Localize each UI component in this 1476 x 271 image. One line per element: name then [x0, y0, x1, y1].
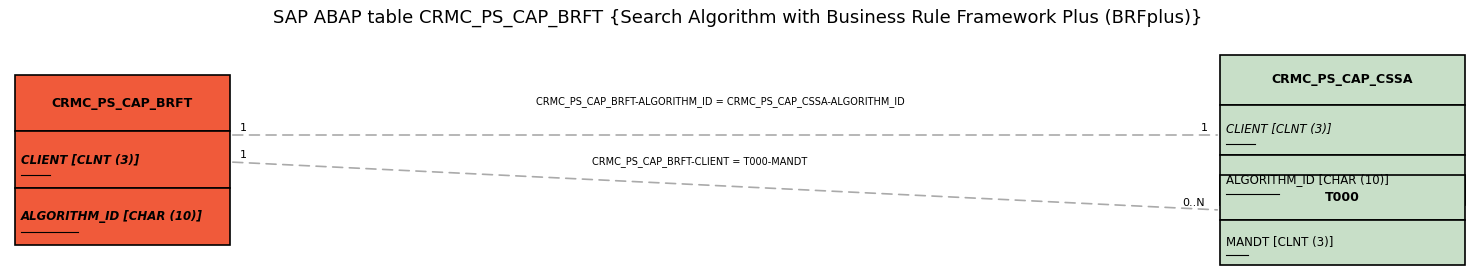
Text: 1: 1: [241, 150, 246, 160]
Bar: [1221, 175, 1466, 220]
Text: CRMC_PS_CAP_BRFT-ALGORITHM_ID = CRMC_PS_CAP_CSSA-ALGORITHM_ID: CRMC_PS_CAP_BRFT-ALGORITHM_ID = CRMC_PS_…: [536, 96, 905, 108]
Bar: [1221, 55, 1466, 105]
Text: CRMC_PS_CAP_BRFT: CRMC_PS_CAP_BRFT: [52, 96, 193, 109]
Text: 1: 1: [241, 123, 246, 133]
Text: SAP ABAP table CRMC_PS_CAP_BRFT {Search Algorithm with Business Rule Framework P: SAP ABAP table CRMC_PS_CAP_BRFT {Search …: [273, 9, 1203, 27]
Text: ALGORITHM_ID [CHAR (10)]: ALGORITHM_ID [CHAR (10)]: [21, 210, 202, 223]
Bar: [15, 131, 230, 188]
Text: CLIENT [CLNT (3)]: CLIENT [CLNT (3)]: [21, 153, 139, 166]
Bar: [15, 188, 230, 245]
Text: CRMC_PS_CAP_CSSA: CRMC_PS_CAP_CSSA: [1272, 73, 1413, 86]
Text: 0..N: 0..N: [1182, 198, 1204, 208]
Bar: [15, 75, 230, 131]
Text: 1: 1: [1201, 123, 1207, 133]
Text: ALGORITHM_ID [CHAR (10)]: ALGORITHM_ID [CHAR (10)]: [1227, 173, 1389, 186]
Bar: [1221, 155, 1466, 205]
Bar: [1221, 105, 1466, 155]
Text: MANDT [CLNT (3)]: MANDT [CLNT (3)]: [1227, 236, 1333, 249]
Text: CLIENT [CLNT (3)]: CLIENT [CLNT (3)]: [1227, 124, 1331, 137]
Bar: [1221, 220, 1466, 265]
Text: CRMC_PS_CAP_BRFT-CLIENT = T000-MANDT: CRMC_PS_CAP_BRFT-CLIENT = T000-MANDT: [592, 157, 807, 167]
Text: T000: T000: [1325, 191, 1359, 204]
